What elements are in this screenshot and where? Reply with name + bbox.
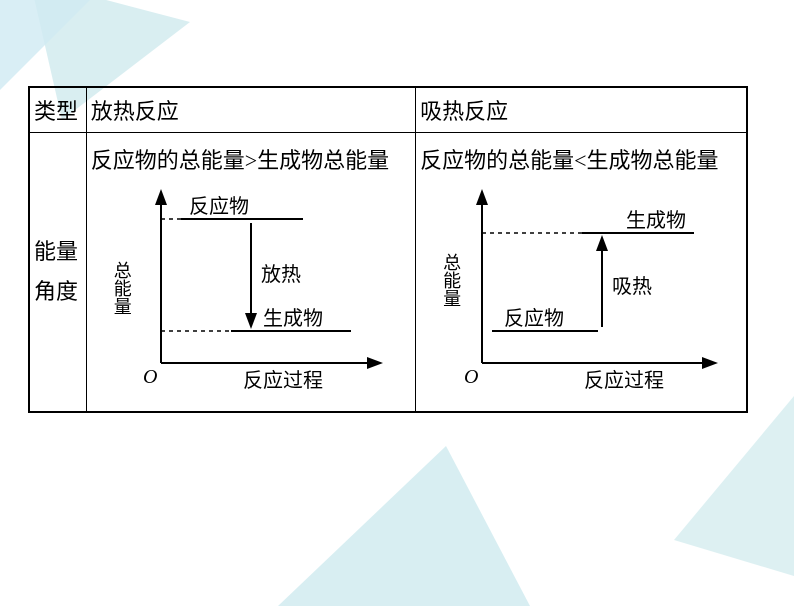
exo-origin: O <box>143 366 157 388</box>
row-label-energy: 能量 角度 <box>29 133 86 413</box>
exo-arrow-label: 放热 <box>261 263 301 286</box>
header-exothermic: 放热反应 <box>86 87 415 133</box>
endo-chart-svg: 生成物 反应物 吸热 O 反应过程 <box>432 185 732 400</box>
exo-description: 反应物的总能量>生成物总能量 <box>91 139 411 183</box>
table-body-row: 能量 角度 反应物的总能量>生成物总能量 总能量 <box>29 133 747 413</box>
exo-bottom-species: 生成物 <box>263 307 323 330</box>
exo-ylabel: 总能量 <box>109 261 135 315</box>
exo-xlabel: 反应过程 <box>243 369 323 392</box>
endothermic-cell: 反应物的总能量<生成物总能量 总能量 生成物 <box>416 133 747 413</box>
header-endothermic: 吸热反应 <box>416 87 747 133</box>
endo-diagram: 总能量 生成物 反应物 <box>432 185 722 405</box>
exo-chart-svg: 反应物 生成物 放热 O 反应过程 <box>103 185 393 400</box>
endo-ylabel: 总能量 <box>438 253 464 307</box>
row-label-line1: 能量 <box>34 239 78 264</box>
row-label-line2: 角度 <box>34 279 78 304</box>
endo-xlabel: 反应过程 <box>584 369 664 392</box>
endo-arrow-label: 吸热 <box>612 275 652 298</box>
endo-top-species: 生成物 <box>626 209 686 232</box>
exothermic-cell: 反应物的总能量>生成物总能量 总能量 反应物 <box>86 133 415 413</box>
exo-top-species: 反应物 <box>189 195 249 218</box>
exo-diagram: 总能量 反应物 生 <box>103 185 393 405</box>
endo-description: 反应物的总能量<生成物总能量 <box>420 139 742 183</box>
header-type: 类型 <box>29 87 86 133</box>
energy-comparison-table: 类型 放热反应 吸热反应 能量 角度 反应物的总能量>生成物总能量 总能量 <box>28 86 748 413</box>
endo-origin: O <box>464 366 478 388</box>
endo-bottom-species: 反应物 <box>504 307 564 330</box>
table-header-row: 类型 放热反应 吸热反应 <box>29 87 747 133</box>
